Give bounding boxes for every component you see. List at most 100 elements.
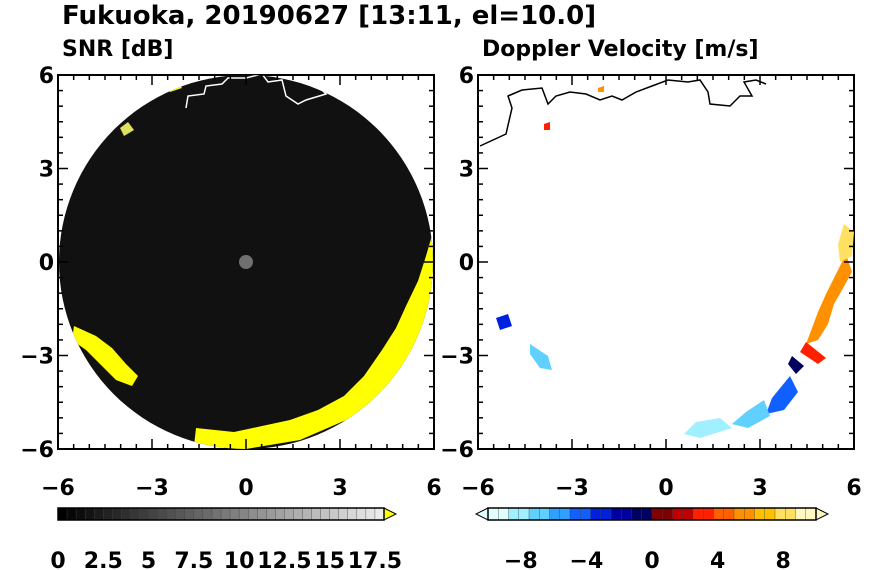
doppler-xtick-label: 6 — [846, 476, 861, 501]
doppler-colorbar-tick-label: 8 — [776, 549, 791, 570]
snr-colorbar-swatch — [211, 507, 222, 521]
doppler-colorbar-tick-label: −4 — [570, 549, 604, 570]
doppler-colorbar-swatch — [744, 507, 756, 521]
snr-colorbar-tick-label: 2.5 — [84, 549, 123, 570]
snr-colorbar: 0 2.5 5 7.5 10 12.5 15 17.5 — [50, 507, 402, 570]
snr-colorbar-swatch — [220, 507, 231, 521]
snr-ytick-label: 6 — [39, 64, 54, 89]
doppler-xtick-label: 0 — [658, 476, 673, 501]
doppler-colorbar-swatch — [754, 507, 766, 521]
doppler-echo-southwest-cyan — [530, 344, 552, 370]
doppler-echo-southwest-blue — [496, 314, 512, 330]
doppler-xtick-label: −6 — [461, 476, 495, 501]
doppler-ytick-label: 0 — [459, 251, 474, 276]
doppler-echo-darkblue-core — [788, 356, 804, 374]
doppler-colorbar-swatch — [641, 507, 653, 521]
snr-colorbar-swatch — [257, 507, 267, 521]
doppler-colorbar-swatch — [590, 507, 602, 521]
snr-xtick-label: 3 — [332, 476, 347, 501]
doppler-colorbar-swatch — [631, 507, 643, 521]
doppler-colorbar-swatch — [795, 507, 807, 521]
doppler-colorbar-swatch — [682, 507, 694, 521]
doppler-colorbar-swatch — [785, 507, 797, 521]
doppler-colorbar-swatch — [518, 507, 530, 521]
snr-colorbar-tick-label: 17.5 — [348, 549, 402, 570]
snr-colorbar-swatch — [130, 507, 141, 521]
snr-colorbar-swatch — [148, 507, 159, 521]
doppler-xtick-label: 3 — [752, 476, 767, 501]
snr-colorbar-swatch — [193, 507, 204, 521]
doppler-axis-ticks: −6 −3 0 3 6 6 3 0 −3 −6 — [440, 64, 861, 501]
doppler-echo-south-blue — [766, 376, 798, 414]
doppler-echo-south-cyan — [732, 400, 770, 428]
snr-colorbar-swatch — [121, 507, 132, 521]
snr-colorbar-tick-label: 0 — [50, 549, 65, 570]
doppler-ytick-label: −6 — [440, 438, 474, 463]
snr-colorbar-tick-label: 12.5 — [257, 549, 311, 570]
doppler-colorbar-swatch — [498, 507, 510, 521]
snr-colorbar-frame — [57, 507, 385, 521]
doppler-plot-area — [477, 74, 855, 450]
snr-colorbar-tick-label: 15 — [314, 549, 345, 570]
snr-xtick-label: −6 — [41, 476, 75, 501]
doppler-echo-east-orange — [806, 254, 852, 344]
doppler-colorbar-swatch — [487, 507, 499, 521]
doppler-coastline — [479, 79, 767, 147]
doppler-colorbar-over-arrow — [815, 507, 830, 521]
doppler-colorbar-swatch — [549, 507, 561, 521]
snr-colorbar-swatch — [238, 507, 249, 521]
doppler-colorbar-swatch — [569, 507, 581, 521]
doppler-echo-east-yellow — [838, 224, 854, 262]
doppler-colorbar-tick-label: −8 — [504, 549, 538, 570]
doppler-echo-east-red — [800, 342, 826, 364]
snr-ytick-label: −3 — [20, 345, 54, 370]
doppler-colorbar-swatch — [621, 507, 633, 521]
snr-coastline — [185, 75, 328, 109]
snr-ytick-label: 0 — [39, 251, 54, 276]
snr-xtick-label: 6 — [426, 476, 441, 501]
snr-echo-band-southwest — [72, 326, 138, 386]
radar-site-marker — [239, 255, 253, 269]
doppler-ytick-label: 3 — [459, 158, 474, 183]
snr-colorbar-swatch — [275, 507, 285, 521]
snr-colorbar-swatch — [166, 507, 177, 521]
doppler-ytick-label: −3 — [440, 345, 474, 370]
snr-colorbar-swatch — [302, 507, 313, 521]
doppler-colorbar-swatch — [539, 507, 551, 521]
doppler-xtick-label: −3 — [555, 476, 589, 501]
snr-colorbar-swatch — [266, 507, 276, 521]
doppler-echo-north-red — [544, 122, 550, 130]
doppler-panel: −6 −3 0 3 6 6 3 0 −3 −6 — [440, 64, 861, 501]
doppler-panel-title: Doppler Velocity [m/s] — [482, 37, 759, 62]
snr-colorbar-swatch — [157, 507, 168, 521]
snr-colorbar-swatch — [293, 507, 304, 521]
snr-xtick-label: 0 — [238, 476, 253, 501]
snr-colorbar-swatch — [84, 507, 95, 521]
snr-ytick-label: −6 — [20, 438, 54, 463]
doppler-echo-layer — [479, 79, 854, 438]
snr-colorbar-swatch — [338, 507, 349, 521]
doppler-colorbar-swatch — [672, 507, 684, 521]
doppler-colorbar-swatch — [651, 507, 663, 521]
snr-colorbar-swatch — [57, 507, 68, 521]
doppler-colorbar-swatch — [662, 507, 674, 521]
doppler-colorbar-swatch — [600, 507, 612, 521]
snr-colorbar-tick-label: 7.5 — [174, 549, 213, 570]
snr-panel: −6 −3 0 3 6 6 3 0 −3 −6 — [20, 64, 441, 501]
doppler-colorbar-swatch — [692, 507, 704, 521]
snr-colorbar-swatch — [356, 507, 367, 521]
snr-colorbar-swatch — [75, 507, 86, 521]
doppler-colorbar-swatch — [713, 507, 725, 521]
doppler-colorbar-swatch — [703, 507, 715, 521]
snr-colorbar-swatch — [184, 507, 195, 521]
snr-colorbar-swatch — [229, 507, 240, 521]
doppler-colorbar-swatch — [508, 507, 520, 521]
snr-colorbar-swatch — [94, 507, 104, 521]
doppler-colorbar-tick-label: 0 — [644, 549, 659, 570]
snr-colorbar-tick-label: 5 — [141, 549, 156, 570]
snr-axis-ticks: −6 −3 0 3 6 6 3 0 −3 −6 — [20, 64, 441, 501]
doppler-colorbar-under-arrow — [474, 507, 489, 521]
doppler-colorbar-frame — [487, 507, 817, 521]
snr-panel-title: SNR [dB] — [62, 37, 173, 62]
